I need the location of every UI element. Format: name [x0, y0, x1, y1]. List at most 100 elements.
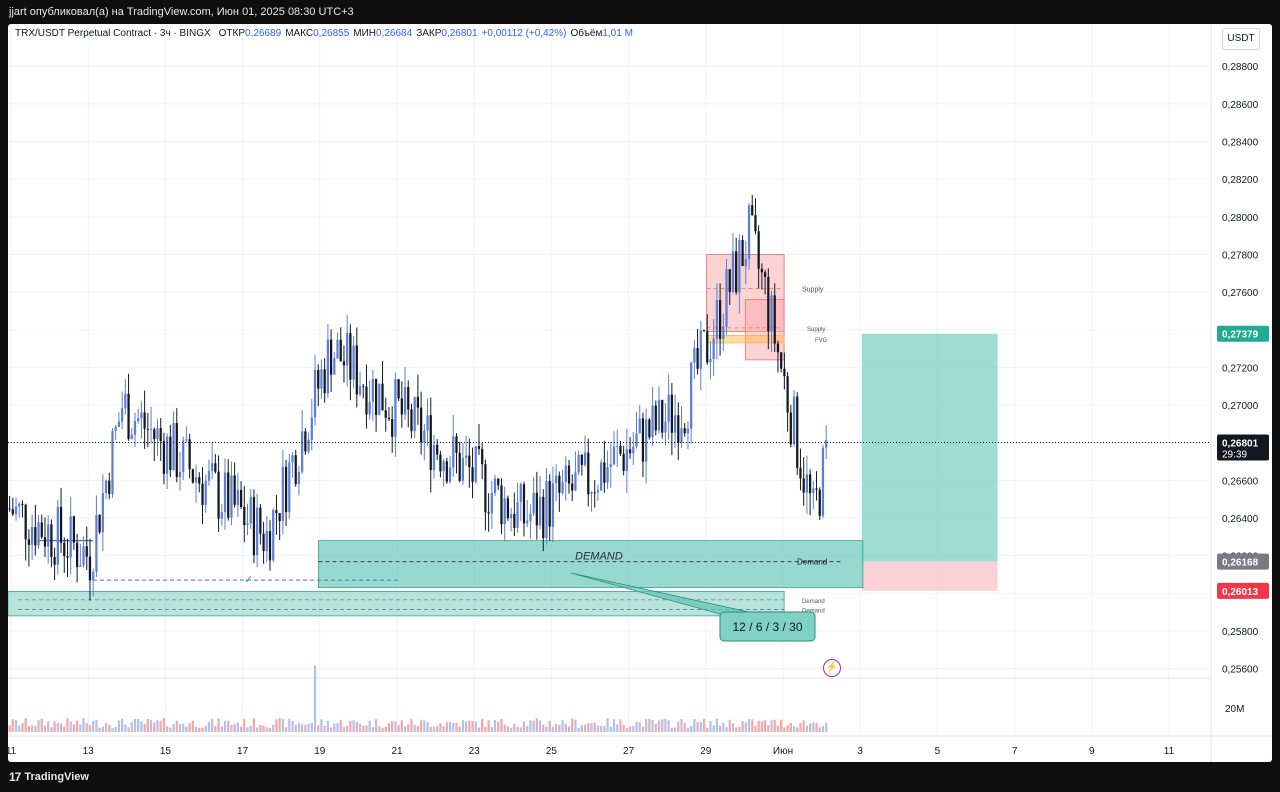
- candle-body: [400, 398, 403, 415]
- candle-body: [153, 429, 156, 440]
- candle-body: [789, 412, 792, 445]
- symbol-name[interactable]: TRX/USDT Perpetual Contract · 3ч · BINGX: [15, 28, 211, 39]
- candle-body: [149, 429, 153, 430]
- lightning-icon[interactable]: ⚡: [823, 659, 841, 677]
- volume-bar: [403, 726, 407, 732]
- volume-bar: [92, 721, 95, 732]
- volume-bar: [699, 722, 702, 732]
- time-tick-label: 11: [1164, 746, 1175, 757]
- candle-body: [786, 376, 789, 413]
- candle-body: [24, 504, 27, 540]
- demand-zone[interactable]: [318, 540, 864, 589]
- candle-body: [82, 546, 85, 566]
- volume-bar: [194, 726, 198, 732]
- volume-bar: [294, 724, 297, 732]
- candle-body: [281, 466, 284, 522]
- currency-unit-button[interactable]: USDT: [1222, 28, 1260, 50]
- candle-body: [767, 276, 770, 332]
- volume-bar: [121, 718, 124, 732]
- volume-bar: [452, 722, 455, 732]
- demand-label: DEMAND: [575, 551, 623, 563]
- candle-body: [307, 439, 310, 452]
- volume-bar: [751, 719, 754, 732]
- volume-bar: [323, 725, 326, 732]
- volume-bar: [677, 721, 680, 732]
- volume-bar: [220, 726, 223, 732]
- fvg-zone[interactable]: [706, 335, 785, 344]
- volume-bar: [374, 719, 378, 732]
- change-value: +0,00112 (+0,42%): [481, 28, 567, 39]
- candle-body: [27, 539, 31, 545]
- volume-bar: [821, 725, 825, 732]
- candle-body: [63, 542, 66, 557]
- volume-bar: [574, 719, 577, 732]
- candle-body: [718, 299, 722, 339]
- volume-bar: [471, 720, 474, 732]
- candle-body: [220, 512, 223, 519]
- volume-bar: [275, 719, 278, 732]
- time-tick-label: 27: [623, 746, 635, 757]
- volume-bar: [747, 719, 751, 732]
- price-tick-label: 0,27200: [1222, 363, 1259, 374]
- callout-text: 12 / 6 / 3 / 30: [732, 620, 802, 634]
- callout-box[interactable]: [719, 611, 816, 642]
- candle-body: [661, 400, 664, 433]
- position-target-zone[interactable]: [861, 333, 998, 562]
- candle-body: [98, 514, 101, 533]
- position-stop-zone[interactable]: [861, 561, 998, 591]
- candle-body: [239, 489, 243, 507]
- fvg-label: FVG: [815, 338, 828, 344]
- volume-bar: [612, 719, 616, 732]
- volume-bar: [204, 725, 207, 732]
- candle-body: [310, 417, 313, 440]
- candle-body: [346, 332, 349, 366]
- candle-body: [490, 492, 493, 514]
- volume-bar: [53, 721, 56, 732]
- volume-bar: [426, 722, 429, 732]
- price-chart[interactable]: DEMAND Demand Demand Demand Supply Supply FVG ✓…: [8, 24, 1272, 762]
- candle-body: [712, 338, 715, 359]
- candle-body: [548, 480, 551, 527]
- candle-body: [455, 436, 458, 453]
- tradingview-logo[interactable]: 17 TradingView: [9, 769, 89, 785]
- candle-body: [217, 471, 220, 519]
- candle-body: [169, 436, 172, 470]
- candle-body: [731, 251, 735, 292]
- close-value: 0,26801: [441, 28, 478, 39]
- volume-bar: [500, 718, 503, 732]
- volume-bar: [111, 727, 114, 732]
- volume-bar: [673, 727, 677, 732]
- volume-bar: [497, 721, 500, 732]
- candle-body: [121, 408, 124, 422]
- volume-bar: [291, 720, 294, 732]
- candle-body: [571, 483, 574, 491]
- candle-body: [542, 496, 545, 539]
- candle-body: [127, 393, 130, 439]
- candle-body: [114, 427, 117, 432]
- candle-body: [413, 396, 416, 432]
- volume-value: 1,01 M: [602, 28, 633, 39]
- volume-bar: [169, 727, 172, 732]
- candle-body: [619, 445, 622, 454]
- candle-body: [693, 348, 696, 363]
- volume-bar: [24, 718, 27, 732]
- volume-bar: [75, 720, 79, 732]
- candle-body: [516, 502, 519, 528]
- volume-bar: [776, 725, 780, 732]
- candle-body: [194, 477, 198, 483]
- candle-body: [166, 436, 169, 474]
- candle-body: [288, 462, 291, 513]
- time-tick-label: 17: [237, 746, 249, 757]
- candle-body: [326, 339, 330, 394]
- candle-body: [558, 475, 561, 493]
- volume-bar: [278, 718, 281, 732]
- candle-body: [368, 401, 371, 415]
- volume-bar: [133, 718, 137, 732]
- volume-bar: [651, 720, 654, 732]
- chart-panel[interactable]: DEMAND Demand Demand Demand Supply Supply FVG ✓…: [8, 24, 1272, 762]
- volume-bar: [442, 726, 445, 732]
- candle-body: [432, 444, 436, 471]
- volume-bar: [182, 723, 185, 732]
- volume-bar: [419, 719, 423, 732]
- volume-bar: [349, 721, 352, 732]
